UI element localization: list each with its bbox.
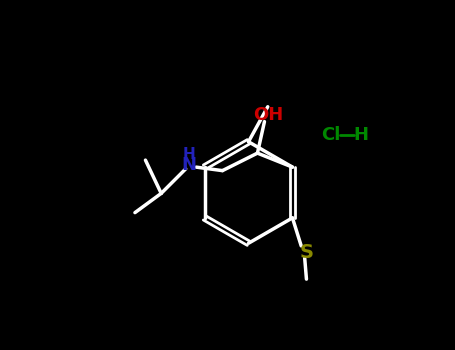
Text: H: H: [183, 147, 196, 162]
Text: OH: OH: [253, 106, 283, 124]
Text: N: N: [182, 156, 197, 174]
Text: Cl: Cl: [321, 126, 340, 144]
Text: H: H: [353, 126, 368, 144]
Text: S: S: [299, 243, 313, 262]
